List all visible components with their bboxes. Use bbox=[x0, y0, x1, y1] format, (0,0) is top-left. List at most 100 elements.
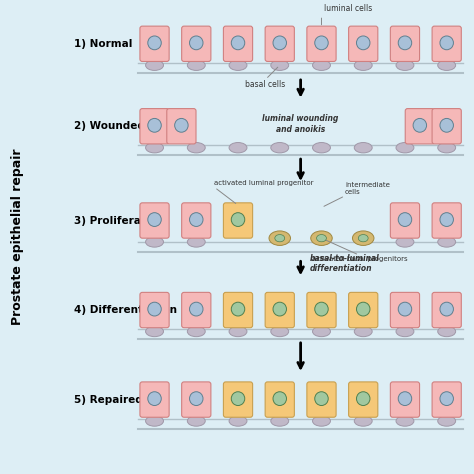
Ellipse shape bbox=[396, 237, 414, 247]
Ellipse shape bbox=[440, 392, 454, 406]
Ellipse shape bbox=[271, 416, 289, 426]
Ellipse shape bbox=[148, 392, 161, 406]
Ellipse shape bbox=[353, 231, 374, 246]
Ellipse shape bbox=[146, 326, 164, 337]
Text: 2) Wounded: 2) Wounded bbox=[74, 121, 146, 131]
Ellipse shape bbox=[438, 143, 456, 153]
Ellipse shape bbox=[231, 213, 245, 227]
FancyBboxPatch shape bbox=[182, 26, 211, 62]
FancyBboxPatch shape bbox=[391, 26, 419, 62]
Text: luminal wounding
and anoikis: luminal wounding and anoikis bbox=[263, 114, 339, 134]
Ellipse shape bbox=[438, 60, 456, 71]
FancyBboxPatch shape bbox=[265, 292, 294, 328]
FancyBboxPatch shape bbox=[348, 382, 378, 417]
FancyBboxPatch shape bbox=[223, 26, 253, 62]
Ellipse shape bbox=[396, 143, 414, 153]
Ellipse shape bbox=[398, 302, 412, 316]
FancyBboxPatch shape bbox=[432, 292, 461, 328]
FancyBboxPatch shape bbox=[391, 292, 419, 328]
Ellipse shape bbox=[312, 326, 330, 337]
Ellipse shape bbox=[174, 118, 188, 132]
Ellipse shape bbox=[231, 36, 245, 50]
Ellipse shape bbox=[354, 416, 372, 426]
FancyBboxPatch shape bbox=[432, 382, 461, 417]
Ellipse shape bbox=[356, 392, 370, 406]
FancyBboxPatch shape bbox=[140, 26, 169, 62]
Text: activated luminal progenitor: activated luminal progenitor bbox=[214, 180, 314, 186]
Text: basal-to-luminal
differentiation: basal-to-luminal differentiation bbox=[310, 254, 380, 273]
Ellipse shape bbox=[231, 392, 245, 406]
Ellipse shape bbox=[187, 143, 205, 153]
Ellipse shape bbox=[229, 143, 247, 153]
FancyBboxPatch shape bbox=[167, 109, 196, 144]
Ellipse shape bbox=[271, 143, 289, 153]
Ellipse shape bbox=[396, 60, 414, 71]
Ellipse shape bbox=[315, 302, 328, 316]
Ellipse shape bbox=[190, 302, 203, 316]
FancyBboxPatch shape bbox=[182, 292, 211, 328]
Ellipse shape bbox=[413, 118, 427, 132]
FancyBboxPatch shape bbox=[405, 109, 435, 144]
Ellipse shape bbox=[273, 36, 286, 50]
Ellipse shape bbox=[312, 416, 330, 426]
Ellipse shape bbox=[317, 235, 327, 242]
Ellipse shape bbox=[269, 231, 291, 246]
Ellipse shape bbox=[438, 326, 456, 337]
Ellipse shape bbox=[146, 143, 164, 153]
Ellipse shape bbox=[356, 36, 370, 50]
FancyBboxPatch shape bbox=[182, 203, 211, 238]
Ellipse shape bbox=[271, 60, 289, 71]
Ellipse shape bbox=[438, 416, 456, 426]
Ellipse shape bbox=[187, 60, 205, 71]
Ellipse shape bbox=[440, 118, 454, 132]
FancyBboxPatch shape bbox=[182, 382, 211, 417]
FancyBboxPatch shape bbox=[265, 382, 294, 417]
Ellipse shape bbox=[354, 60, 372, 71]
Ellipse shape bbox=[190, 213, 203, 227]
Text: luminal cells: luminal cells bbox=[324, 4, 372, 13]
Ellipse shape bbox=[398, 36, 412, 50]
Text: basal cells: basal cells bbox=[246, 80, 286, 89]
Text: Prostate epithelial repair: Prostate epithelial repair bbox=[11, 149, 24, 325]
Text: 1) Normal: 1) Normal bbox=[74, 39, 133, 49]
Ellipse shape bbox=[146, 60, 164, 71]
Ellipse shape bbox=[438, 237, 456, 247]
FancyBboxPatch shape bbox=[223, 382, 253, 417]
Ellipse shape bbox=[354, 143, 372, 153]
FancyBboxPatch shape bbox=[391, 203, 419, 238]
FancyBboxPatch shape bbox=[140, 382, 169, 417]
Ellipse shape bbox=[146, 416, 164, 426]
Ellipse shape bbox=[440, 36, 454, 50]
Text: 3) Proliferation: 3) Proliferation bbox=[74, 216, 164, 226]
FancyBboxPatch shape bbox=[348, 292, 378, 328]
Ellipse shape bbox=[187, 326, 205, 337]
Ellipse shape bbox=[187, 237, 205, 247]
Ellipse shape bbox=[229, 326, 247, 337]
Ellipse shape bbox=[311, 231, 332, 246]
Ellipse shape bbox=[148, 118, 161, 132]
Ellipse shape bbox=[187, 416, 205, 426]
FancyBboxPatch shape bbox=[432, 109, 461, 144]
Ellipse shape bbox=[190, 392, 203, 406]
Ellipse shape bbox=[190, 36, 203, 50]
Ellipse shape bbox=[440, 302, 454, 316]
Ellipse shape bbox=[148, 213, 161, 227]
FancyBboxPatch shape bbox=[140, 109, 169, 144]
Ellipse shape bbox=[354, 326, 372, 337]
FancyBboxPatch shape bbox=[348, 26, 378, 62]
Ellipse shape bbox=[273, 392, 286, 406]
FancyBboxPatch shape bbox=[307, 292, 336, 328]
Ellipse shape bbox=[312, 60, 330, 71]
FancyBboxPatch shape bbox=[432, 203, 461, 238]
Text: intermediate
cells: intermediate cells bbox=[345, 182, 390, 195]
Ellipse shape bbox=[146, 237, 164, 247]
Ellipse shape bbox=[148, 302, 161, 316]
Ellipse shape bbox=[398, 392, 412, 406]
Ellipse shape bbox=[396, 416, 414, 426]
Ellipse shape bbox=[229, 416, 247, 426]
FancyBboxPatch shape bbox=[223, 203, 253, 238]
FancyBboxPatch shape bbox=[391, 382, 419, 417]
Ellipse shape bbox=[229, 60, 247, 71]
Ellipse shape bbox=[358, 235, 368, 242]
Ellipse shape bbox=[231, 302, 245, 316]
